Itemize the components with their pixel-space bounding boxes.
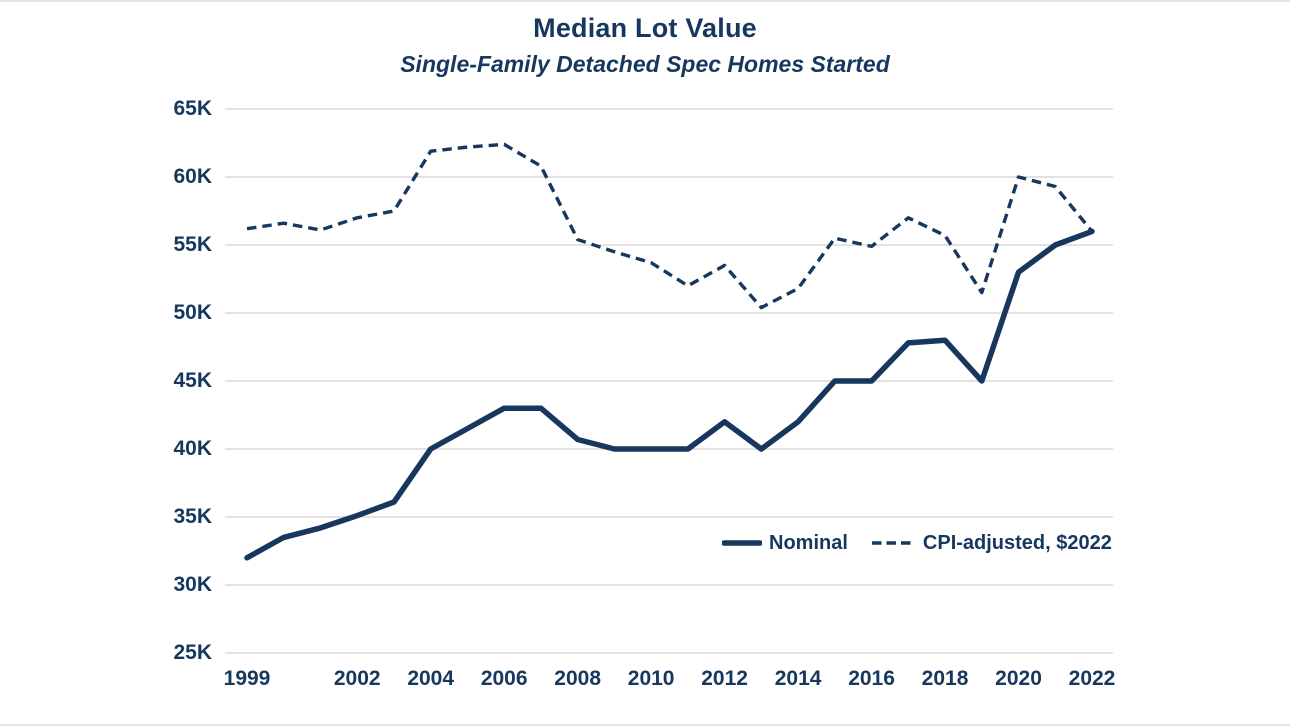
- top-edge-divider: [0, 0, 1290, 2]
- legend: Nominal CPI-adjusted, $2022: [722, 528, 1112, 558]
- x-axis-tick-label-2006: 2006: [480, 667, 528, 690]
- x-axis-tick-label-1999: 1999: [223, 667, 271, 690]
- legend-dashed-line-sample-icon: [871, 541, 914, 545]
- legend-label: Nominal: [769, 531, 848, 554]
- bottom-edge-divider: [0, 724, 1290, 726]
- cpi-adjusted-line: [246, 142, 1094, 310]
- x-axis-tick-label-2016: 2016: [848, 667, 895, 690]
- y-axis-tick-label-65K: 65K: [173, 97, 212, 120]
- y-axis-tick-label-40K: 40K: [173, 437, 212, 460]
- x-axis-tick-label-2022: 2022: [1068, 667, 1116, 690]
- chart-title: Median Lot Value: [533, 13, 757, 43]
- y-axis-tick-label-30K: 30K: [173, 573, 212, 596]
- y-axis-tick-label-35K: 35K: [173, 505, 212, 528]
- legend-item-nominal: Nominal: [722, 532, 848, 555]
- y-axis-tick-label-60K: 60K: [173, 165, 212, 188]
- y-axis-tick-label-45K: 45K: [173, 369, 212, 392]
- legend-solid-line-sample-icon: [722, 540, 762, 546]
- legend-item-cpi-adjusted: CPI-adjusted, $2022: [870, 532, 1112, 555]
- x-axis-tick-label-2018: 2018: [921, 667, 969, 690]
- y-axis-tick-label-55K: 55K: [173, 233, 212, 256]
- x-axis-tick-label-2008: 2008: [554, 667, 601, 690]
- x-axis-tick-label-2012: 2012: [701, 667, 748, 690]
- nominal-line: [244, 228, 1095, 561]
- x-axis-tick-label-2004: 2004: [407, 667, 455, 690]
- legend-label: CPI-adjusted, $2022: [922, 531, 1112, 554]
- y-axis-tick-label-50K: 50K: [173, 301, 212, 324]
- x-axis-tick-label-2020: 2020: [995, 667, 1042, 690]
- x-axis-tick-label-2010: 2010: [627, 667, 675, 690]
- x-axis-tick-label-2014: 2014: [774, 667, 822, 690]
- chart-subtitle: Single-Family Detached Spec Homes Starte…: [400, 51, 890, 77]
- y-axis-tick-label-25K: 25K: [173, 641, 212, 664]
- x-axis-tick-label-2002: 2002: [333, 667, 381, 690]
